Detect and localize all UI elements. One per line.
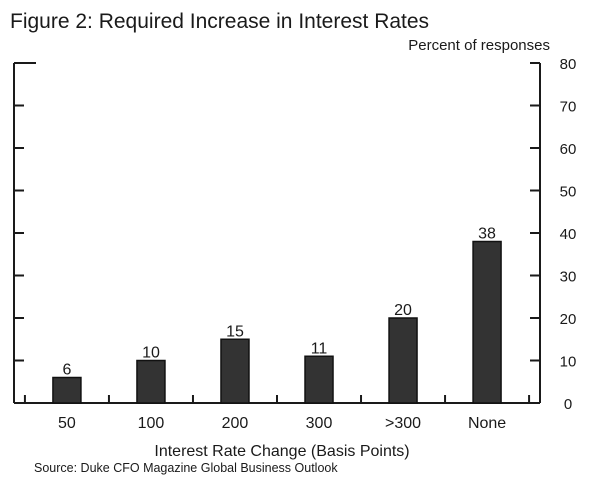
bars [52,240,502,404]
bar-value-label: 10 [142,345,160,362]
x-tick-label: 300 [306,415,333,432]
x-axis-ticks [23,395,531,403]
y-axis-ticks: 0 10 20 30 40 50 60 70 80 [14,56,576,413]
y-tick-label: 20 [560,311,577,328]
bar-value-label: 20 [394,302,412,319]
x-tick-label: None [468,415,506,432]
x-tick-label: >300 [385,415,421,432]
x-axis-title: Interest Rate Change (Basis Points) [154,443,409,460]
y-tick-label: 60 [560,141,577,158]
chart-title: Figure 2: Required Increase in Interest … [10,10,429,33]
x-tick-label: 200 [222,415,249,432]
y-tick-label: 30 [560,269,577,286]
source-note: Source: Duke CFO Magazine Global Busines… [34,461,338,475]
bar-value-label: 11 [311,340,328,357]
bar [388,317,418,404]
y-tick-label: 70 [560,99,577,116]
y-tick-label: 80 [560,56,577,73]
bar [304,355,334,404]
x-tick-labels: 50 100 200 300 >300 None [58,415,506,432]
bar [52,376,82,404]
y-tick-label: 50 [560,184,577,201]
x-tick-label: 50 [58,415,76,432]
x-tick-label: 100 [138,415,165,432]
bar [220,338,250,404]
y-tick-label: 0 [564,396,572,413]
data-labels: 6 10 15 11 20 38 [62,226,496,379]
bar-value-label: 15 [226,323,244,340]
y-tick-label: 10 [560,354,577,371]
bar-value-label: 6 [62,362,71,379]
plot-frame [13,62,541,404]
bar [136,359,166,404]
y-axis-unit-label: Percent of responses [408,37,550,54]
y-tick-label: 40 [560,226,577,243]
bar-value-label: 38 [478,226,496,243]
bar [472,240,502,404]
